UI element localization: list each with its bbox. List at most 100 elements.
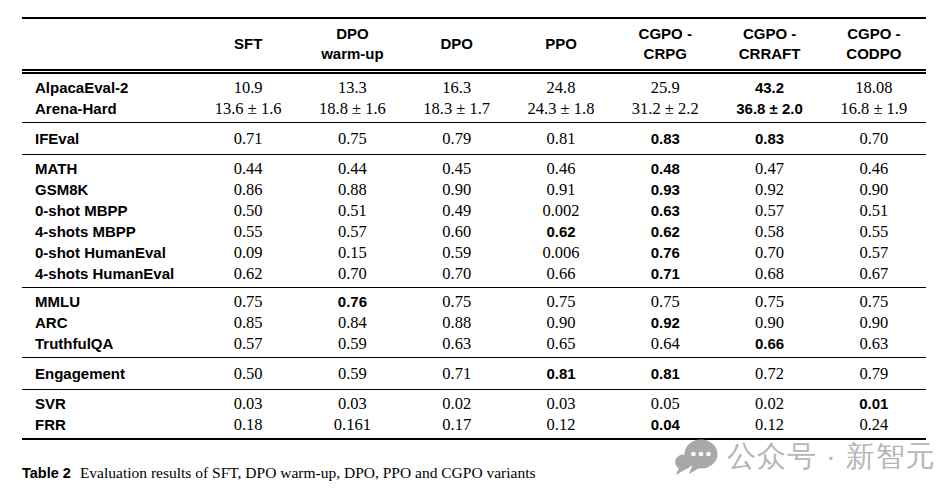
table-cell: 0.88 [300, 179, 404, 200]
table-cell: 0.03 [196, 389, 300, 414]
table-cell: 0.47 [717, 154, 821, 179]
table-cell: 25.9 [613, 71, 717, 98]
table-cell: 0.70 [822, 122, 926, 154]
table-row: AlpacaEval-210.913.316.324.825.943.218.0… [22, 71, 926, 98]
row-label: 4-shots MBPP [22, 221, 196, 242]
column-header: CGPO - CRPG [613, 18, 717, 71]
table-cell: 0.59 [300, 333, 404, 358]
table-cell: 13.6 ± 1.6 [196, 98, 300, 123]
table-cell: 0.01 [822, 389, 926, 414]
row-label: 4-shots HumanEval [22, 263, 196, 288]
row-label: MMLU [22, 287, 196, 312]
results-table: SFTDPO warm-upDPOPPOCGPO - CRPGCGPO - CR… [22, 17, 926, 440]
column-header: CGPO - CRRAFT [717, 18, 821, 71]
table-cell: 0.92 [613, 312, 717, 333]
table-cell: 0.65 [509, 333, 613, 358]
table-cell: 0.88 [405, 312, 509, 333]
row-label: GSM8K [22, 179, 196, 200]
table-cell: 0.83 [717, 122, 821, 154]
table-cell: 0.04 [613, 414, 717, 439]
table-cell: 31.2 ± 2.2 [613, 98, 717, 123]
table-cell: 0.161 [300, 414, 404, 439]
table-group: SVR0.030.030.020.030.050.020.01FRR0.180.… [22, 389, 926, 439]
table-row: MMLU0.750.760.750.750.750.750.75 [22, 287, 926, 312]
row-label: SVR [22, 389, 196, 414]
table-cell: 0.24 [822, 414, 926, 439]
table-cell: 0.83 [613, 122, 717, 154]
table-cell: 0.71 [613, 263, 717, 288]
table-row: 0-shot MBPP0.500.510.490.0020.630.570.51 [22, 200, 926, 221]
table-cell: 0.002 [509, 200, 613, 221]
table-cell: 0.05 [613, 389, 717, 414]
table-cell: 0.55 [196, 221, 300, 242]
table-row: SVR0.030.030.020.030.050.020.01 [22, 389, 926, 414]
table-cell: 0.57 [717, 200, 821, 221]
table-cell: 0.57 [196, 333, 300, 358]
table-cell: 0.75 [196, 287, 300, 312]
table-group: MATH0.440.440.450.460.480.470.46GSM8K0.8… [22, 154, 926, 287]
row-label: AlpacaEval-2 [22, 71, 196, 98]
table-row: Arena-Hard13.6 ± 1.618.8 ± 1.618.3 ± 1.7… [22, 98, 926, 123]
table-cell: 0.70 [300, 263, 404, 288]
table-cell: 0.64 [613, 333, 717, 358]
table-cell: 0.75 [300, 122, 404, 154]
column-header: DPO warm-up [300, 18, 404, 71]
caption-text: Evaluation results of SFT, DPO warm-up, … [80, 464, 536, 481]
table-cell: 0.59 [300, 357, 404, 389]
table-cell: 0.76 [300, 287, 404, 312]
table-cell: 0.62 [196, 263, 300, 288]
table-cell: 0.90 [717, 312, 821, 333]
table-row: 4-shots MBPP0.550.570.600.620.620.580.55 [22, 221, 926, 242]
table-cell: 0.90 [405, 179, 509, 200]
column-header: PPO [509, 18, 613, 71]
column-header: DPO [405, 18, 509, 71]
table-cell: 0.006 [509, 242, 613, 263]
table-cell: 0.91 [509, 179, 613, 200]
table-cell: 0.90 [822, 179, 926, 200]
table-cell: 0.81 [509, 357, 613, 389]
table-caption: Table 2Evaluation results of SFT, DPO wa… [22, 464, 536, 482]
table-cell: 0.67 [822, 263, 926, 288]
table-cell: 0.44 [196, 154, 300, 179]
table-cell: 36.8 ± 2.0 [717, 98, 821, 123]
table-cell: 0.12 [509, 414, 613, 439]
table-cell: 0.18 [196, 414, 300, 439]
table-cell: 0.49 [405, 200, 509, 221]
watermark-text: 公众号 · 新智元 [727, 437, 936, 477]
row-label: 0-shot MBPP [22, 200, 196, 221]
table-group: MMLU0.750.760.750.750.750.750.75ARC0.850… [22, 287, 926, 357]
table-cell: 0.03 [300, 389, 404, 414]
table-cell: 0.57 [822, 242, 926, 263]
row-label: Engagement [22, 357, 196, 389]
table-cell: 0.75 [509, 287, 613, 312]
table-cell: 0.86 [196, 179, 300, 200]
table-cell: 0.02 [405, 389, 509, 414]
table-cell: 0.17 [405, 414, 509, 439]
table-cell: 0.57 [300, 221, 404, 242]
table-cell: 0.50 [196, 200, 300, 221]
table-cell: 18.08 [822, 71, 926, 98]
table-row: Engagement0.500.590.710.810.810.720.79 [22, 357, 926, 389]
table-container: SFTDPO warm-upDPOPPOCGPO - CRPGCGPO - CR… [22, 17, 926, 440]
table-cell: 24.8 [509, 71, 613, 98]
table-cell: 0.51 [300, 200, 404, 221]
row-label: FRR [22, 414, 196, 439]
table-row: MATH0.440.440.450.460.480.470.46 [22, 154, 926, 179]
table-cell: 0.81 [509, 122, 613, 154]
table-cell: 0.62 [613, 221, 717, 242]
table-cell: 0.09 [196, 242, 300, 263]
column-header: CGPO - CODPO [822, 18, 926, 71]
table-cell: 0.71 [196, 122, 300, 154]
table-cell: 0.72 [717, 357, 821, 389]
table-cell: 0.75 [822, 287, 926, 312]
table-cell: 13.3 [300, 71, 404, 98]
watermark: 公众号 · 新智元 [674, 437, 936, 477]
table-header-row: SFTDPO warm-upDPOPPOCGPO - CRPGCGPO - CR… [22, 18, 926, 71]
table-cell: 0.66 [717, 333, 821, 358]
table-cell: 0.51 [822, 200, 926, 221]
table-cell: 24.3 ± 1.8 [509, 98, 613, 123]
table-cell: 0.81 [613, 357, 717, 389]
row-label: ARC [22, 312, 196, 333]
table-cell: 0.59 [405, 242, 509, 263]
table-cell: 0.92 [717, 179, 821, 200]
